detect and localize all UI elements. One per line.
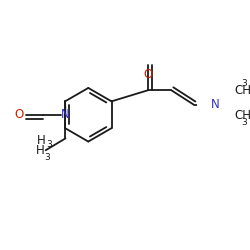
Text: 3: 3 — [242, 118, 247, 127]
Text: 3: 3 — [242, 79, 247, 88]
Text: N: N — [61, 108, 70, 121]
Text: O: O — [143, 68, 152, 81]
Text: N: N — [211, 98, 220, 111]
Text: CH: CH — [234, 109, 250, 122]
Text: 3: 3 — [46, 140, 52, 149]
Text: H: H — [36, 144, 44, 157]
Text: CH: CH — [234, 84, 250, 97]
Text: O: O — [14, 108, 24, 121]
Text: H: H — [37, 134, 46, 147]
Text: 3: 3 — [44, 152, 50, 162]
